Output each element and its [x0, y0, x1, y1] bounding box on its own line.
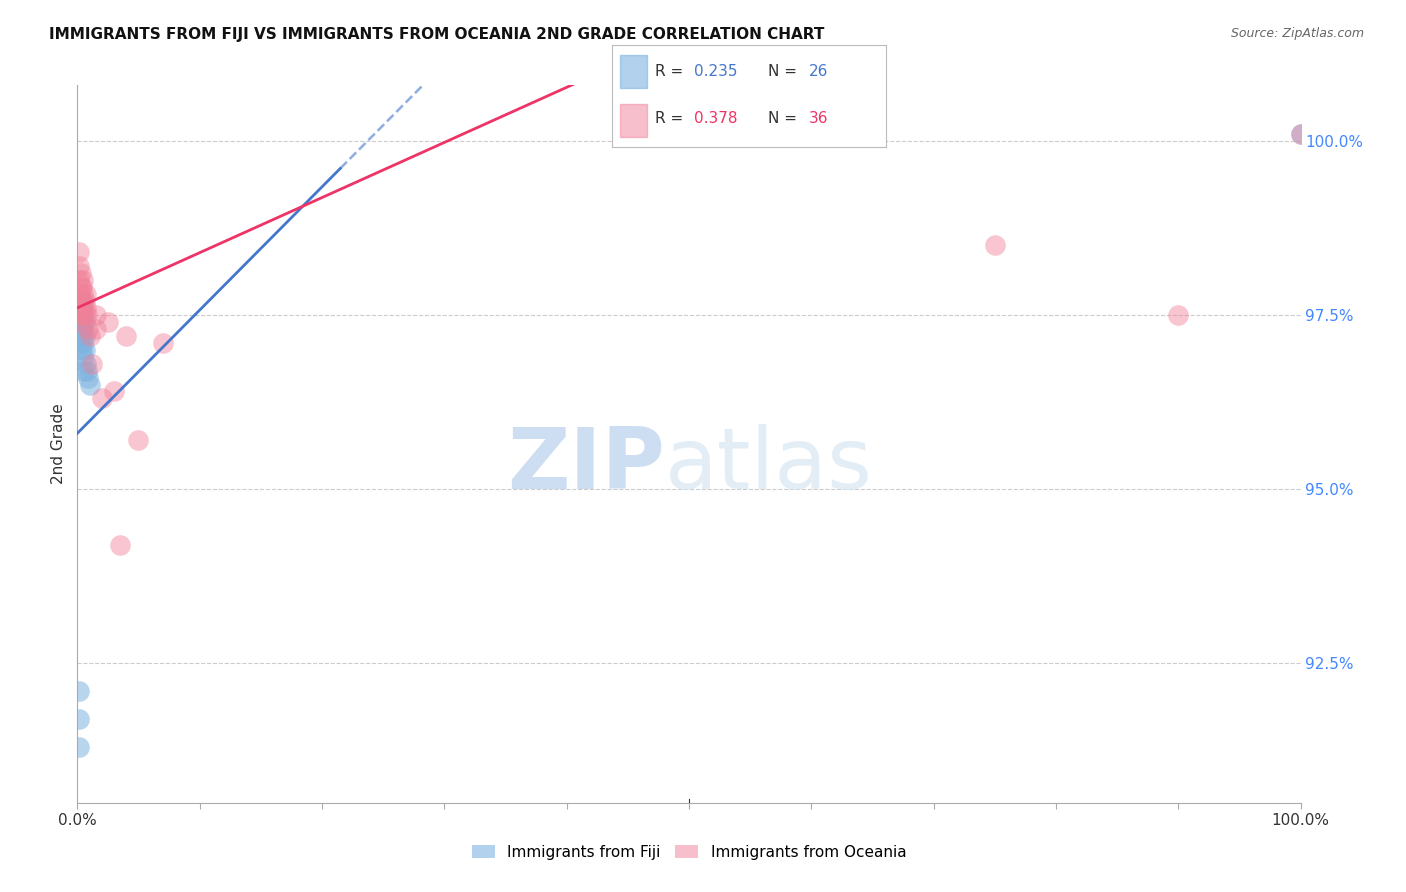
Text: R =: R =	[655, 111, 689, 126]
Point	[73, 293, 96, 308]
Point	[108, 538, 131, 552]
Text: N =: N =	[768, 63, 801, 78]
Point	[90, 392, 112, 406]
Point	[69, 301, 91, 315]
Point	[72, 350, 94, 364]
Point	[75, 286, 97, 301]
Point	[70, 343, 93, 357]
Text: 26: 26	[808, 63, 828, 78]
Point	[72, 322, 94, 336]
Text: atlas: atlas	[665, 424, 873, 507]
Point	[72, 273, 94, 287]
Point	[70, 315, 93, 329]
Point	[67, 273, 90, 287]
Point	[75, 357, 97, 371]
Text: ZIP: ZIP	[506, 424, 665, 507]
Point	[73, 315, 96, 329]
Point	[72, 335, 94, 350]
Point	[69, 286, 91, 301]
Point	[67, 259, 90, 273]
Legend: Immigrants from Fiji, Immigrants from Oceania: Immigrants from Fiji, Immigrants from Oc…	[471, 845, 907, 860]
Point	[76, 363, 98, 377]
Point	[103, 384, 125, 399]
Point	[69, 322, 91, 336]
Point	[97, 315, 120, 329]
Point	[72, 363, 94, 377]
Point	[73, 308, 96, 322]
Point	[70, 301, 93, 315]
Point	[1289, 127, 1312, 141]
Point	[70, 280, 93, 294]
Text: R =: R =	[655, 63, 689, 78]
Point	[70, 266, 93, 280]
Point	[1167, 308, 1189, 322]
Point	[70, 308, 93, 322]
Point	[73, 343, 96, 357]
FancyBboxPatch shape	[620, 104, 647, 137]
Point	[84, 308, 107, 322]
Text: N =: N =	[768, 111, 801, 126]
Point	[77, 370, 100, 384]
Text: IMMIGRANTS FROM FIJI VS IMMIGRANTS FROM OCEANIA 2ND GRADE CORRELATION CHART: IMMIGRANTS FROM FIJI VS IMMIGRANTS FROM …	[49, 27, 824, 42]
Point	[72, 293, 94, 308]
FancyBboxPatch shape	[620, 55, 647, 87]
Point	[70, 308, 93, 322]
Text: 0.378: 0.378	[695, 111, 737, 126]
Point	[67, 684, 90, 698]
Point	[115, 328, 138, 343]
Point	[75, 301, 97, 315]
Point	[69, 315, 91, 329]
Point	[70, 328, 93, 343]
Point	[70, 293, 93, 308]
Point	[70, 293, 93, 308]
Point	[80, 357, 103, 371]
Point	[67, 739, 90, 754]
Point	[152, 335, 174, 350]
Point	[127, 434, 149, 448]
Point	[72, 308, 94, 322]
Point	[77, 322, 100, 336]
Point	[70, 308, 93, 322]
Point	[70, 293, 93, 308]
Point	[79, 377, 101, 392]
Text: Source: ZipAtlas.com: Source: ZipAtlas.com	[1230, 27, 1364, 40]
Point	[70, 322, 93, 336]
Y-axis label: 2nd Grade: 2nd Grade	[51, 403, 66, 484]
Point	[73, 328, 96, 343]
Point	[72, 286, 94, 301]
Text: 0.235: 0.235	[695, 63, 737, 78]
Point	[79, 328, 101, 343]
Point	[72, 301, 94, 315]
Point	[1289, 127, 1312, 141]
Point	[84, 322, 107, 336]
Text: 36: 36	[808, 111, 828, 126]
Point	[984, 238, 1007, 252]
Point	[69, 335, 91, 350]
Point	[70, 280, 93, 294]
Point	[67, 245, 90, 260]
Point	[76, 308, 98, 322]
Point	[67, 712, 90, 726]
